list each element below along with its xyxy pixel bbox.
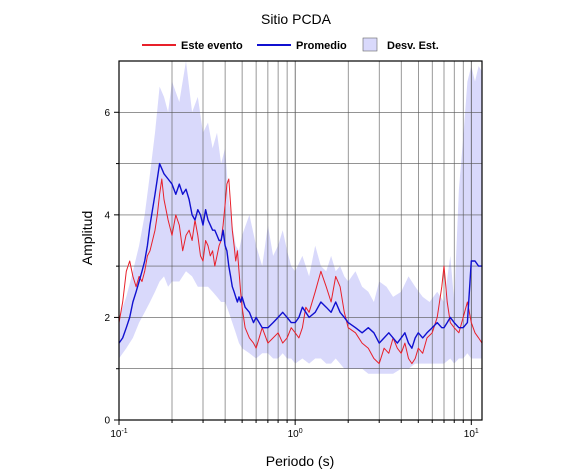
x-tick-label-0: 10-1 (110, 428, 127, 440)
grid-layer (119, 61, 482, 420)
legend-label-promedio: Promedio (296, 40, 347, 52)
y-axis-label: Amplitud (79, 211, 95, 265)
plot-frame (118, 60, 483, 421)
y-tick-label-6: 6 (104, 108, 110, 119)
legend: Este evento Promedio Desv. Est. (142, 37, 439, 52)
series-line-promedio (118, 162, 482, 349)
legend-label-este-evento: Este evento (181, 40, 243, 52)
y-tick-label-4: 4 (104, 210, 110, 221)
x-tick-label-2: 101 (464, 428, 479, 440)
y-tick-label-2: 2 (104, 313, 110, 324)
tick-layer: 0 2 4 6 10-1 100 101 (104, 108, 478, 440)
series-layer (118, 162, 483, 365)
legend-swatch-desv-est (362, 37, 378, 52)
legend-label-desv-est: Desv. Est. (387, 40, 439, 52)
std-dev-band-layer (119, 61, 482, 374)
chart-title: Sitio PCDA (261, 11, 332, 27)
std-dev-band (119, 61, 482, 374)
series-line-este-evento (118, 178, 483, 365)
x-tick-label-1: 100 (288, 428, 303, 440)
y-tick-label-0: 0 (104, 416, 110, 427)
x-axis-label: Periodo (s) (266, 453, 334, 469)
